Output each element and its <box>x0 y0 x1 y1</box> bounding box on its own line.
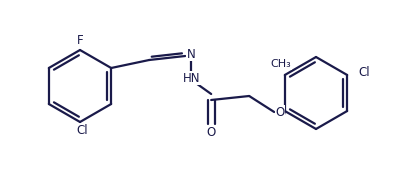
Text: O: O <box>276 105 285 118</box>
Text: O: O <box>207 127 216 140</box>
Text: N: N <box>187 48 196 61</box>
Text: F: F <box>77 34 83 48</box>
Text: CH₃: CH₃ <box>271 59 291 69</box>
Text: Cl: Cl <box>76 124 88 137</box>
Text: HN: HN <box>182 71 200 84</box>
Text: Cl: Cl <box>358 65 370 78</box>
